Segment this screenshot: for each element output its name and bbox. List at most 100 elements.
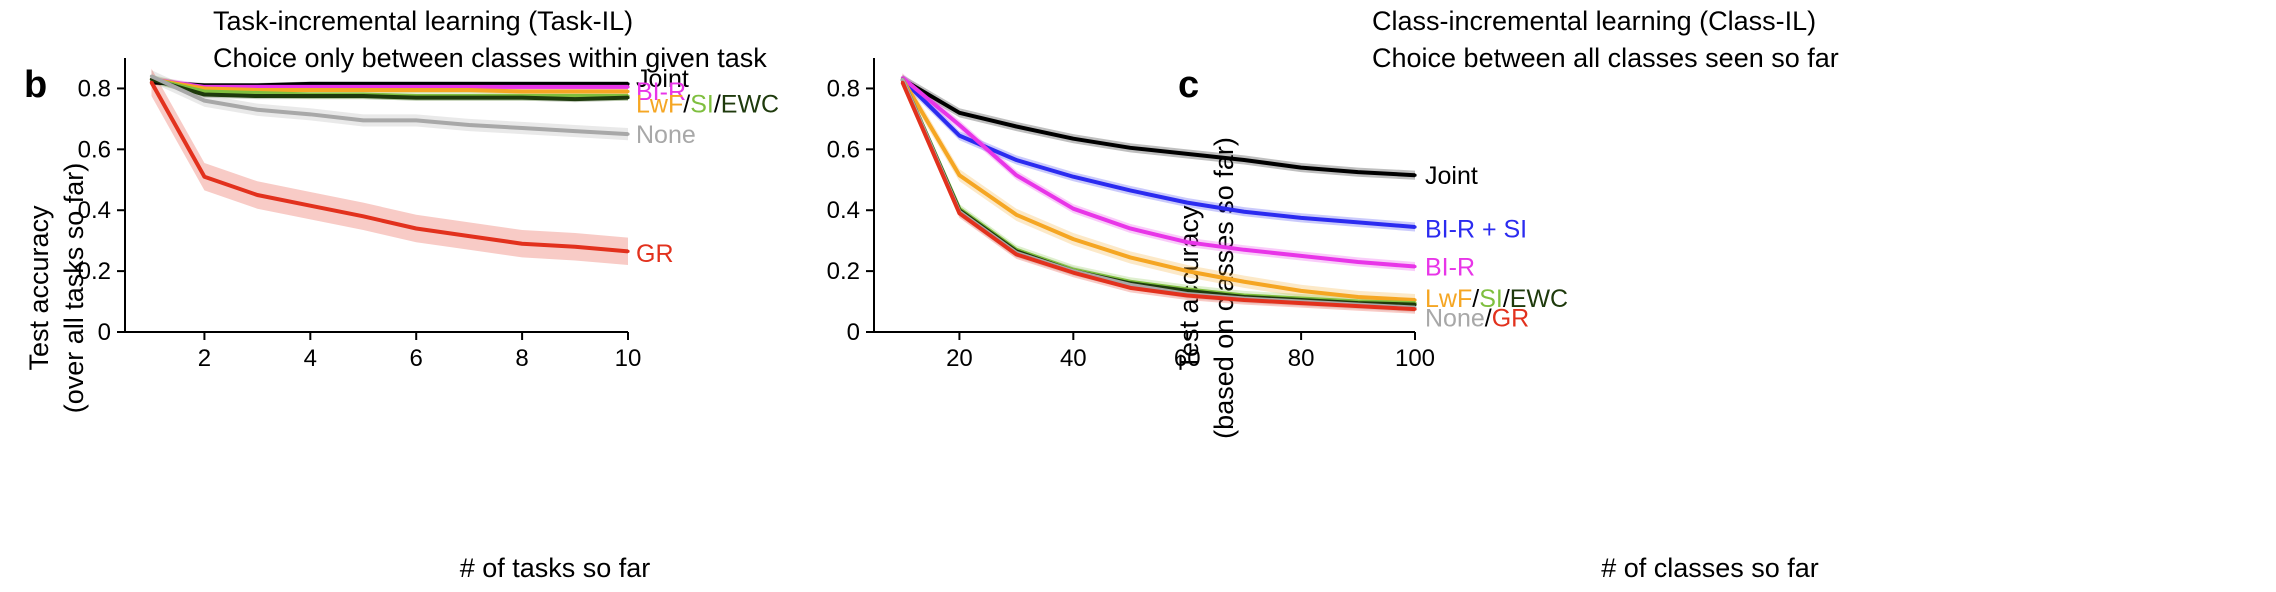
series-label-part: GR	[1492, 304, 1530, 332]
series-label-c: None/GR	[1425, 304, 1529, 332]
point-bi-r-si-c	[1128, 188, 1132, 193]
band-lwf-c	[902, 73, 1415, 307]
point-bi-r-b	[308, 85, 312, 89]
point-ewc-b	[414, 95, 418, 100]
panel-c-xlabel: # of classes so far	[1601, 553, 1819, 583]
y-tick-label-b: 0.8	[78, 75, 111, 102]
point-bi-r-b	[361, 85, 365, 89]
point-joint-b	[573, 82, 577, 86]
band-bi-r-c	[902, 73, 1415, 272]
point-ewc-c	[1413, 303, 1417, 307]
y-tick-label-c: 0	[847, 319, 860, 346]
point-gr-c	[1413, 307, 1417, 311]
x-tick-label-c: 60	[1174, 345, 1201, 372]
point-none-b	[626, 132, 630, 136]
point-bi-r-b	[626, 85, 630, 89]
point-si-b	[573, 94, 577, 98]
panel-c-ylabel-line2: (based on classes so far)	[1209, 137, 1239, 439]
series-line-ewc-b	[150, 77, 629, 102]
point-none-b	[255, 108, 259, 112]
point-none-b	[149, 74, 154, 78]
series-label-part: BI-R	[636, 78, 686, 106]
point-gr-b	[255, 193, 259, 197]
point-gr-b	[202, 175, 207, 179]
point-joint-c	[957, 111, 962, 115]
point-bi-r-c	[957, 123, 962, 127]
point-gr-c	[1014, 252, 1018, 256]
point-none-b	[361, 118, 365, 123]
point-gr-c	[1356, 304, 1360, 308]
point-gr-b	[467, 234, 471, 238]
point-joint-c	[1014, 124, 1018, 129]
point-bi-r-si-c	[1014, 158, 1018, 162]
point-bi-r-c	[1356, 260, 1360, 264]
point-none-b	[308, 112, 312, 116]
series-label-part: LwF	[636, 91, 683, 119]
point-bi-r-si-c	[1413, 225, 1417, 229]
point-gr-b	[361, 214, 365, 218]
point-gr-b	[308, 204, 312, 208]
point-joint-b	[520, 82, 524, 86]
series-line-lwf-b	[151, 77, 628, 94]
band-none-b	[151, 70, 628, 141]
series-line-bi-r-c	[901, 76, 1416, 269]
point-bi-r-c	[1185, 240, 1189, 244]
point-lwf-c	[957, 173, 962, 177]
series-label-c: LwF/SI/EWC	[1425, 285, 1568, 313]
series-line-none-b	[150, 74, 629, 137]
point-gr-c	[1071, 271, 1075, 275]
panel-b: b Task-incremental learning (Task-IL) Ch…	[24, 6, 779, 583]
y-tick-label-b: 0	[98, 319, 111, 346]
panel-b-letter: b	[24, 64, 47, 106]
x-tick-label-b: 10	[615, 345, 642, 372]
series-label-part: GR	[636, 240, 674, 268]
series-label-part: Joint	[636, 65, 689, 93]
series-label-part: Joint	[1425, 162, 1478, 190]
point-joint-b	[467, 82, 471, 86]
series-line-gr-b	[149, 81, 629, 254]
point-lwf-c	[1128, 255, 1132, 260]
point-bi-r-si-c	[1299, 216, 1303, 220]
plot-c: 0 0.2 0.4 0.6 0.8 20 40 60 80 100 Joint BI-R + SI BI…	[827, 58, 1568, 372]
series-label-b: GR	[636, 240, 674, 268]
point-bi-r-c	[1014, 173, 1018, 177]
point-bi-r-c	[1242, 248, 1246, 252]
x-tick-label-c: 80	[1288, 345, 1315, 372]
y-tick-label-c: 0.4	[827, 197, 860, 224]
point-bi-r-b	[255, 85, 259, 89]
point-gr-c	[1128, 286, 1132, 290]
point-ewc-c	[1185, 289, 1189, 293]
series-label-part: EWC	[721, 91, 779, 119]
series-label-part: /	[683, 91, 690, 119]
point-joint-c	[1128, 146, 1132, 150]
point-lwf-c	[1242, 280, 1246, 284]
point-bi-r-c	[1071, 207, 1075, 211]
point-bi-r-si-c	[1242, 210, 1246, 214]
point-bi-r-b	[573, 85, 577, 89]
point-none-b	[520, 126, 524, 130]
point-lwf-c	[1185, 269, 1189, 273]
series-line-gr-c	[900, 81, 1416, 312]
point-joint-b	[308, 82, 312, 86]
point-ewc-b	[308, 94, 312, 98]
point-joint-c	[1299, 166, 1303, 170]
y-tick-label-c: 0.6	[827, 136, 860, 163]
point-lwf-b	[202, 86, 207, 91]
x-tick-label-b: 6	[410, 345, 423, 372]
point-lwf-c	[1356, 295, 1360, 299]
y-tick-label-b: 0.6	[78, 136, 111, 163]
point-joint-c	[1185, 152, 1189, 156]
point-bi-r-si-c	[1185, 201, 1189, 205]
x-tick-label-c: 100	[1395, 345, 1435, 372]
point-none-b	[202, 99, 207, 103]
point-lwf-b	[467, 88, 471, 92]
point-none-b	[414, 118, 418, 123]
panel-b-ylabel-line1: Test accuracy	[24, 205, 54, 371]
point-joint-b	[626, 82, 630, 86]
point-bi-r-si-c	[1071, 175, 1075, 179]
point-gr-b	[573, 245, 577, 249]
point-lwf-b	[414, 88, 418, 92]
x-tick-label-b: 4	[304, 345, 317, 372]
series-label-part: /	[1503, 285, 1510, 313]
point-bi-r-b	[414, 85, 418, 89]
